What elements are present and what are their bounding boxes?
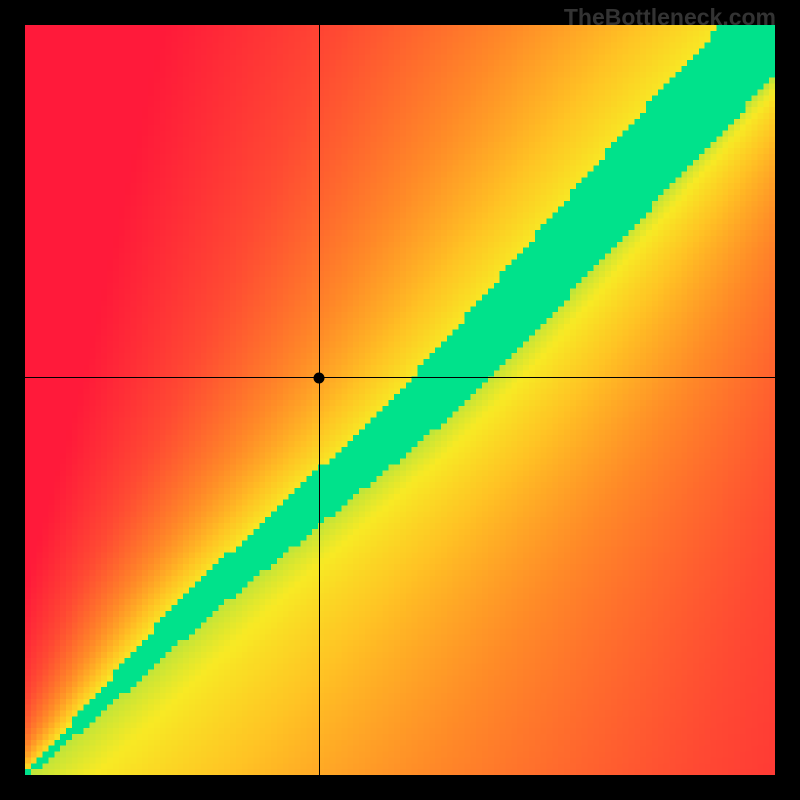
root: { "watermark": { "text": "TheBottleneck.… bbox=[0, 0, 800, 800]
heatmap-plot bbox=[25, 25, 775, 775]
heatmap-canvas bbox=[25, 25, 775, 775]
